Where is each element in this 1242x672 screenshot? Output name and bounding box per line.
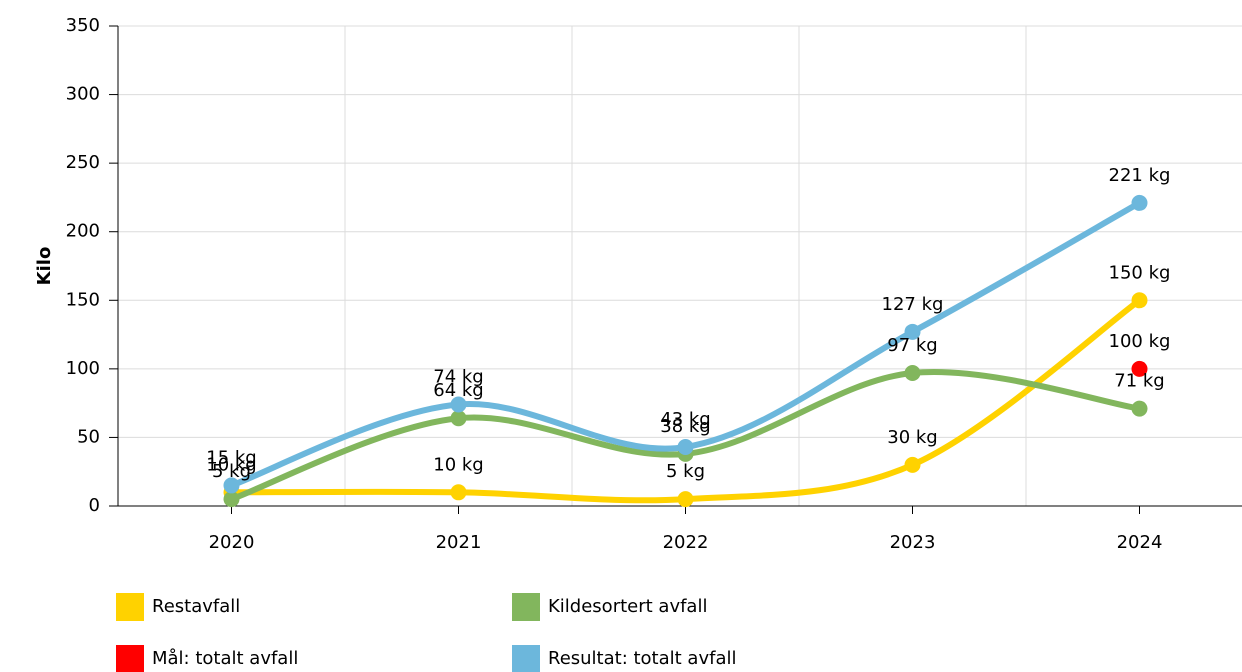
y-tick-label: 100 (66, 358, 100, 379)
y-tick-label: 250 (66, 152, 100, 173)
x-tick-label: 2024 (1117, 532, 1163, 553)
legend-swatch (512, 645, 540, 672)
data-label: 5 kg (212, 461, 251, 482)
data-label: 10 kg (206, 454, 256, 475)
data-point (1131, 360, 1148, 377)
y-tick-label: 300 (66, 84, 100, 105)
data-label: 150 kg (1109, 262, 1171, 283)
data-point (677, 439, 694, 456)
data-point (1131, 400, 1148, 417)
legend-swatch (116, 593, 144, 621)
data-label: 5 kg (666, 461, 705, 482)
data-label: 127 kg (882, 294, 944, 315)
data-point (677, 491, 694, 508)
data-point (450, 410, 467, 427)
data-point (450, 484, 467, 501)
legend-swatch (512, 593, 540, 621)
x-tick-label: 2020 (209, 532, 255, 553)
data-point (904, 323, 921, 340)
y-tick-label: 50 (77, 426, 100, 447)
data-label: 15 kg (206, 447, 256, 468)
data-label: 97 kg (887, 335, 937, 356)
data-point (223, 477, 240, 494)
data-point (904, 456, 921, 473)
data-label: 100 kg (1109, 331, 1171, 352)
legend-label: Kildesortert avfall (548, 596, 707, 617)
data-point (223, 491, 240, 508)
y-tick-label: 150 (66, 289, 100, 310)
legend-swatch (116, 645, 144, 672)
x-tick-label: 2022 (663, 532, 709, 553)
data-label: 74 kg (433, 367, 483, 388)
legend-label: Resultat: totalt avfall (548, 648, 736, 669)
data-label: 38 kg (660, 416, 710, 437)
x-tick-label: 2023 (890, 532, 936, 553)
data-label: 10 kg (433, 454, 483, 475)
data-point (904, 364, 921, 381)
data-point (450, 396, 467, 413)
data-point (1131, 292, 1148, 309)
legend-label: Mål: totalt avfall (152, 648, 298, 669)
data-label: 71 kg (1114, 371, 1164, 392)
data-label: 64 kg (433, 380, 483, 401)
x-tick-label: 2021 (436, 532, 482, 553)
data-point (1131, 194, 1148, 211)
y-tick-label: 350 (66, 15, 100, 36)
data-label: 30 kg (887, 427, 937, 448)
data-label: 43 kg (660, 409, 710, 430)
y-tick-label: 200 (66, 221, 100, 242)
y-tick-label: 0 (89, 495, 100, 516)
data-label: 221 kg (1109, 165, 1171, 186)
legend-label: Restavfall (152, 596, 240, 617)
y-axis-label: Kilo (34, 247, 55, 286)
